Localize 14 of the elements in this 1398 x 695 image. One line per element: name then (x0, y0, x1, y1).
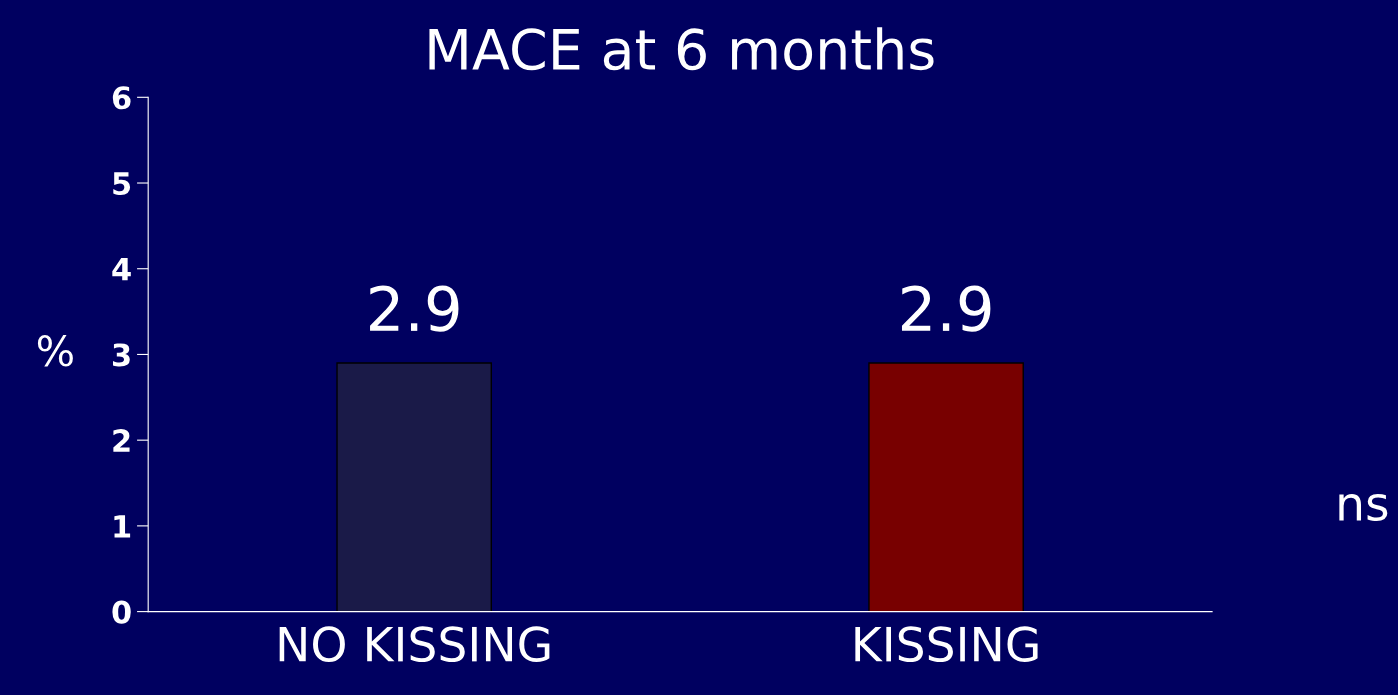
chart-title: MACE at 6 months (429, 27, 934, 71)
y-tick-label: 6 (112, 86, 131, 110)
y-tick-label: 3 (113, 343, 130, 367)
data-label: 2.9 (901, 285, 991, 332)
x-tick-label: KISSING (855, 626, 1038, 663)
text: ns (1339, 493, 1388, 522)
x-tick-label: NO KISSING (279, 626, 550, 663)
data-label: 2.9 (370, 285, 459, 332)
y-tick-label: 0 (112, 600, 131, 624)
y-tick-label: 4 (112, 258, 131, 281)
y-tick-label: 5 (113, 172, 131, 196)
y-axis-title: % (37, 335, 73, 367)
y-tick-label: 2 (113, 429, 130, 452)
y-tick-label: 1 (114, 515, 131, 538)
